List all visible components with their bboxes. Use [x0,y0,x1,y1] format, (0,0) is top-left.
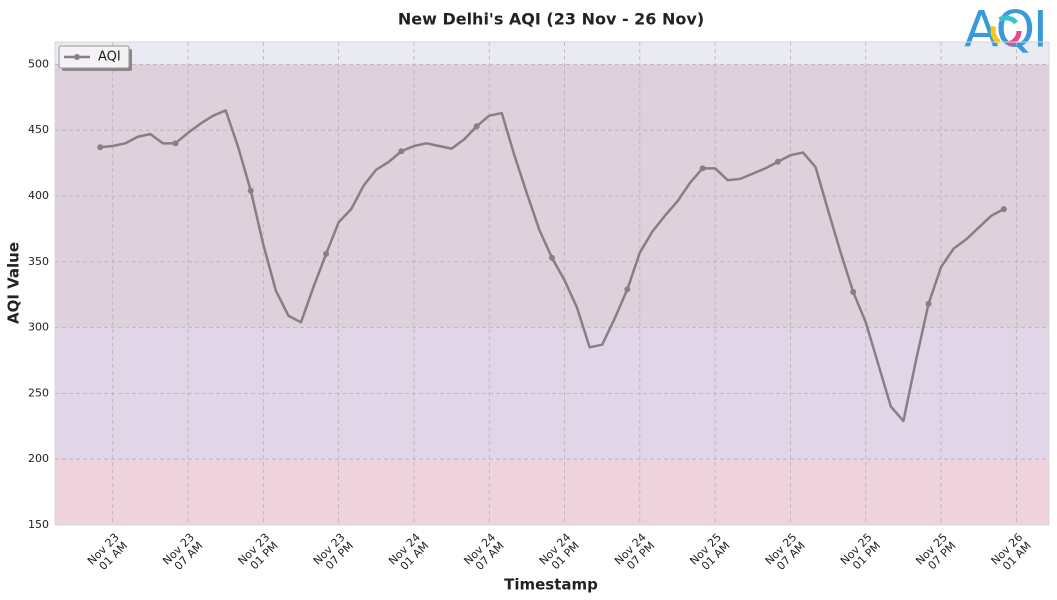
logo-accent [998,15,1019,25]
data-point [624,286,631,293]
y-tick-label: 450 [28,123,49,136]
legend-box [58,45,130,69]
aqi-band [55,459,1049,525]
data-point [850,289,857,296]
legend-marker [74,54,80,60]
y-tick-label: 300 [28,321,49,334]
data-point [925,300,932,307]
aqi-band [55,42,1049,65]
x-tick-label: Nov 2301 PM [236,531,281,576]
logo: AQI [964,1,1047,59]
y-tick-label: 150 [28,518,49,531]
x-tick-label: Nov 2507 PM [913,531,958,576]
y-tick-label: 350 [28,255,49,268]
x-tick-label: Nov 2401 PM [537,531,582,576]
data-point [172,140,179,147]
data-point [247,187,254,194]
data-point [699,165,706,172]
x-tick-label: Nov 2601 AM [989,531,1034,576]
x-tick-label: Nov 2501 AM [687,531,732,576]
plot-frame [54,41,1050,526]
data-point [323,250,330,257]
y-tick-label: 500 [28,57,49,70]
y-axis-label: AQI Value [5,242,23,324]
legend: AQI [58,45,132,71]
x-tick-label: Nov 2301 AM [85,531,130,576]
legend-label: AQI [98,50,121,65]
data-point [549,254,555,261]
x-tick-label: Nov 2407 AM [461,531,506,576]
data-point [473,123,480,130]
x-tick-label: Nov 2401 AM [386,531,431,576]
x-tick-label: Nov 2507 AM [763,531,808,576]
data-point [398,148,405,155]
logo-text: AQI [964,1,1045,59]
chart-title: New Delhi's AQI (23 Nov - 26 Nov) [398,10,704,29]
bands [55,42,1049,525]
x-tick-label: Nov 2407 PM [612,531,657,576]
y-tick-label: 400 [28,189,49,202]
logo-accent [1007,30,1022,47]
data-point [774,158,781,165]
x-tick-label: Nov 2307 AM [160,531,205,576]
x-axis-label: Timestamp [504,576,598,594]
data-point [97,144,104,151]
x-tick-label: Nov 2501 PM [838,531,883,576]
data-point [1000,206,1007,213]
y-tick-label: 250 [28,386,49,399]
y-tick-label: 200 [28,452,49,465]
x-tick-label: Nov 2307 PM [311,531,356,576]
logo-accent [990,25,1001,45]
